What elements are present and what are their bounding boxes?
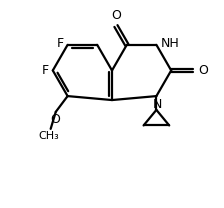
Text: O: O xyxy=(198,64,208,77)
Text: NH: NH xyxy=(160,37,179,50)
Text: CH₃: CH₃ xyxy=(38,131,59,141)
Text: F: F xyxy=(42,64,49,77)
Text: O: O xyxy=(111,9,121,22)
Text: F: F xyxy=(56,37,64,50)
Text: N: N xyxy=(153,98,162,111)
Text: O: O xyxy=(50,113,60,126)
